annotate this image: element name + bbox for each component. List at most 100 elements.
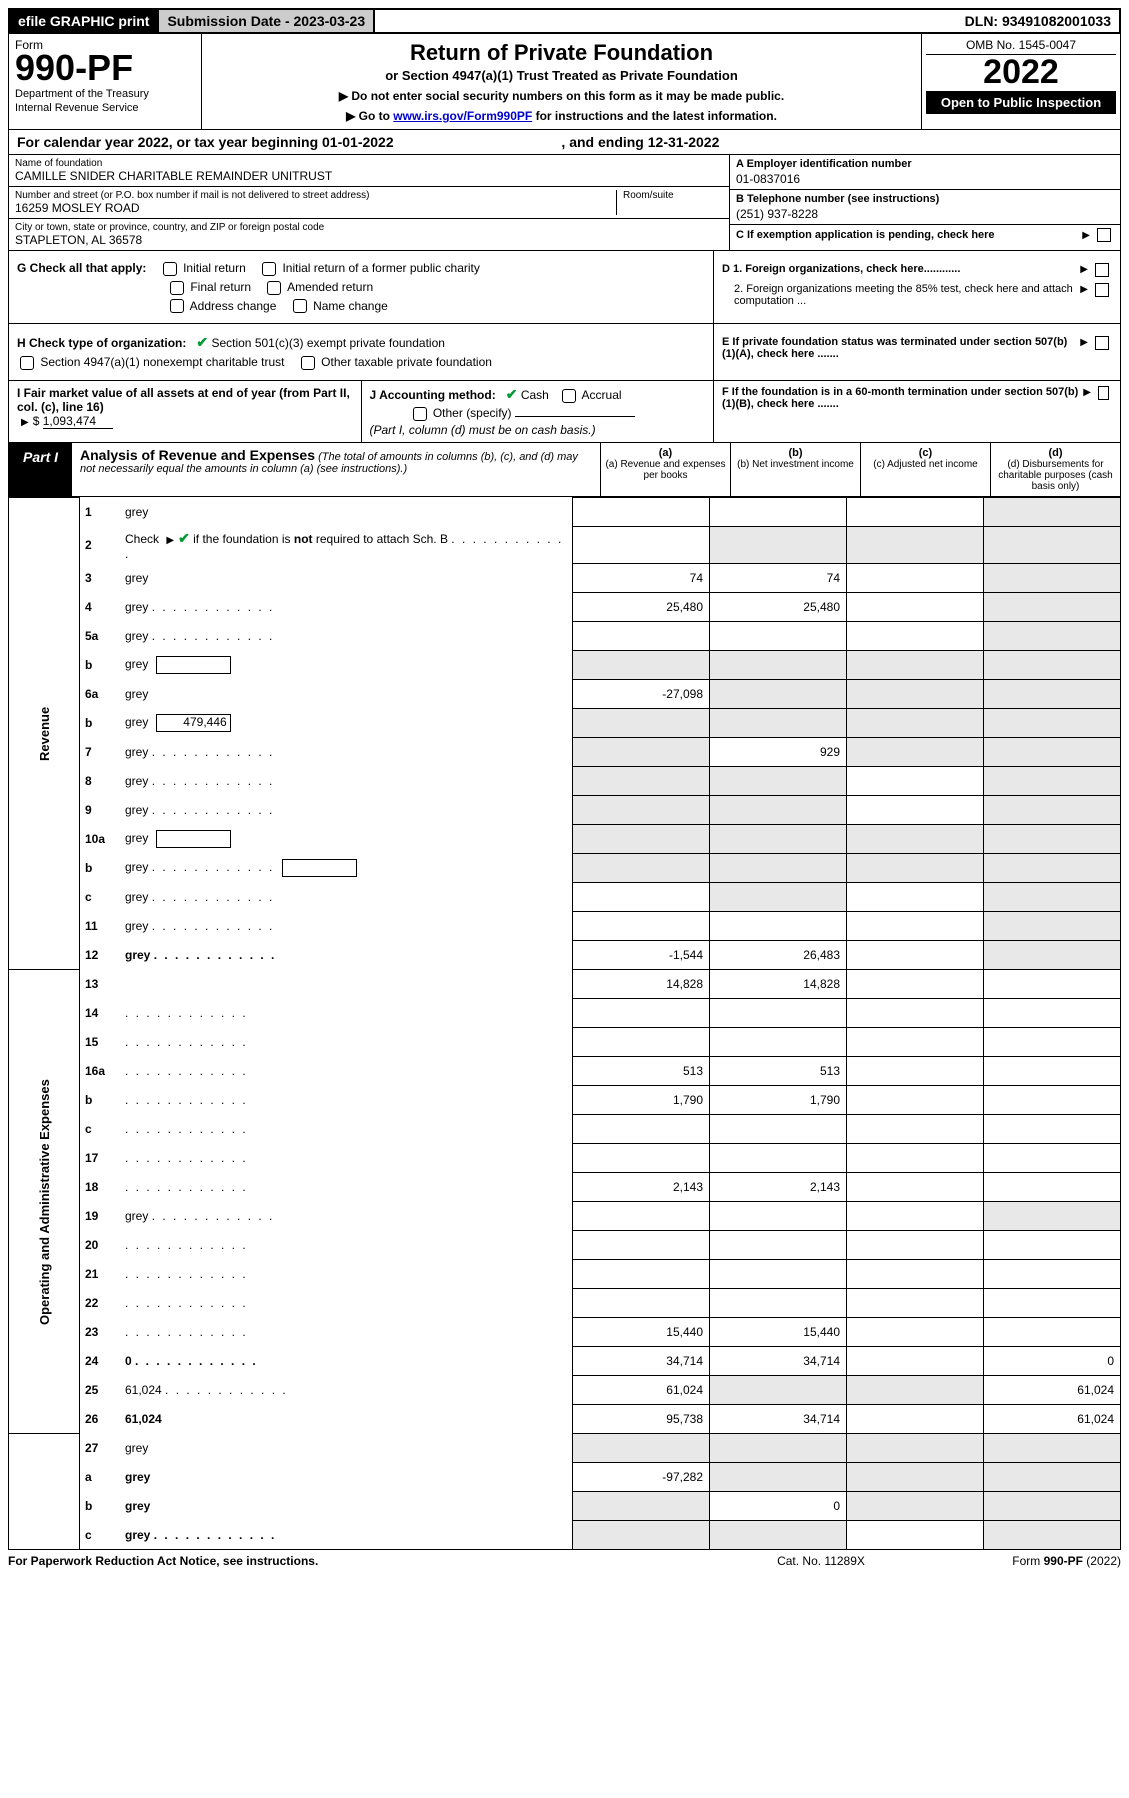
amount-cell: [984, 1289, 1121, 1318]
j-accrual: Accrual: [582, 388, 622, 402]
line-number: 18: [80, 1173, 121, 1202]
dept-treasury: Department of the Treasury: [15, 88, 195, 100]
j-accrual-check[interactable]: [562, 389, 576, 403]
table-row: 2661,02495,73834,71461,024: [9, 1405, 1121, 1434]
amount-cell: 61,024: [573, 1376, 710, 1405]
amount-cell: [984, 767, 1121, 796]
room-label: Room/suite: [623, 190, 723, 201]
h-check-4947[interactable]: [20, 356, 34, 370]
amount-cell: [710, 999, 847, 1028]
amount-cell: 513: [710, 1057, 847, 1086]
table-row: 4grey 25,48025,480: [9, 593, 1121, 622]
line-number: 8: [80, 767, 121, 796]
amount-cell: [573, 796, 710, 825]
amount-cell: [984, 1028, 1121, 1057]
amount-cell: [847, 1028, 984, 1057]
line-desc: grey: [120, 767, 573, 796]
g-check-initial[interactable]: [163, 262, 177, 276]
amount-cell: 34,714: [573, 1347, 710, 1376]
g-check-amended[interactable]: [267, 281, 281, 295]
name-label: Name of foundation: [15, 158, 723, 169]
table-row: 3grey7474: [9, 564, 1121, 593]
amount-cell: [984, 1057, 1121, 1086]
amount-cell: 95,738: [573, 1405, 710, 1434]
line-number: 7: [80, 738, 121, 767]
lines-table: Revenue1grey2Check ✔ if the foundation i…: [8, 497, 1121, 1550]
g-opt-0: Initial return: [183, 261, 246, 275]
cal-pre: For calendar year 2022, or tax year begi…: [17, 134, 322, 150]
amount-cell: [984, 1202, 1121, 1231]
amount-cell: [847, 1376, 984, 1405]
amount-cell: [573, 1492, 710, 1521]
line-desc: [120, 1318, 573, 1347]
amount-cell: 15,440: [710, 1318, 847, 1347]
line-number: 4: [80, 593, 121, 622]
amount-cell: [847, 622, 984, 651]
amount-cell: [984, 651, 1121, 680]
table-row: 12grey -1,54426,483: [9, 941, 1121, 970]
amount-cell: [573, 498, 710, 527]
line-number: 12: [80, 941, 121, 970]
line-number: c: [80, 883, 121, 912]
submission-date: Submission Date - 2023-03-23: [159, 10, 375, 32]
amount-cell: -1,544: [573, 941, 710, 970]
efile-label[interactable]: efile GRAPHIC print: [10, 10, 159, 32]
e-checkbox[interactable]: [1095, 336, 1109, 350]
g-check-name[interactable]: [293, 299, 307, 313]
table-row: 10agrey: [9, 825, 1121, 854]
amount-cell: [710, 1260, 847, 1289]
amount-cell: 14,828: [710, 970, 847, 999]
amount-cell: 929: [710, 738, 847, 767]
amount-cell: [984, 680, 1121, 709]
amount-cell: [710, 527, 847, 564]
g-opt-2: Final return: [190, 280, 251, 294]
title-block: Return of Private Foundation or Section …: [202, 34, 921, 129]
d2-checkbox[interactable]: [1095, 283, 1109, 297]
amount-cell: [710, 498, 847, 527]
line-desc: [120, 1028, 573, 1057]
amount-cell: [573, 527, 710, 564]
amount-cell: 0: [710, 1492, 847, 1521]
line-number: b: [80, 854, 121, 883]
inspection-badge: Open to Public Inspection: [926, 91, 1116, 114]
amount-cell: 26,483: [710, 941, 847, 970]
j-other: Other (specify): [433, 406, 512, 420]
table-row: bgrey0: [9, 1492, 1121, 1521]
amount-cell: [573, 1521, 710, 1550]
amount-cell: [573, 709, 710, 738]
amount-cell: [847, 680, 984, 709]
line-desc: grey 479,446: [120, 709, 573, 738]
ein-cell: A Employer identification number 01-0837…: [730, 155, 1120, 190]
table-row: cgrey: [9, 1521, 1121, 1550]
table-row: Revenue1grey: [9, 498, 1121, 527]
h-block: H Check type of organization: ✔ Section …: [9, 324, 713, 380]
g-check-final[interactable]: [170, 281, 184, 295]
line-number: 2: [80, 527, 121, 564]
amount-cell: 74: [710, 564, 847, 593]
footer-form: 990-PF: [1044, 1554, 1083, 1568]
line-desc: grey: [120, 825, 573, 854]
amount-cell: [984, 1434, 1121, 1463]
c-label: C If exemption application is pending, c…: [736, 229, 1078, 241]
d1-checkbox[interactable]: [1095, 263, 1109, 277]
amount-cell: [710, 709, 847, 738]
j-other-check[interactable]: [413, 407, 427, 421]
h-check-other[interactable]: [301, 356, 315, 370]
org-addr: 16259 MOSLEY ROAD: [15, 201, 616, 215]
line-desc: grey: [120, 912, 573, 941]
table-row: 9grey: [9, 796, 1121, 825]
c-checkbox[interactable]: [1097, 228, 1111, 242]
g-label: G Check all that apply:: [17, 261, 146, 275]
irs-link[interactable]: www.irs.gov/Form990PF: [393, 109, 532, 123]
amount-cell: [710, 651, 847, 680]
g-check-address[interactable]: [170, 299, 184, 313]
line-number: 22: [80, 1289, 121, 1318]
line-number: 19: [80, 1202, 121, 1231]
f-checkbox[interactable]: [1098, 386, 1109, 400]
d1-label: D 1. Foreign organizations, check here..…: [722, 263, 960, 275]
line-number: 21: [80, 1260, 121, 1289]
amount-cell: [984, 1115, 1121, 1144]
g-check-initial-former[interactable]: [262, 262, 276, 276]
j-label: J Accounting method:: [370, 388, 496, 402]
d-block: D 1. Foreign organizations, check here..…: [713, 251, 1120, 323]
